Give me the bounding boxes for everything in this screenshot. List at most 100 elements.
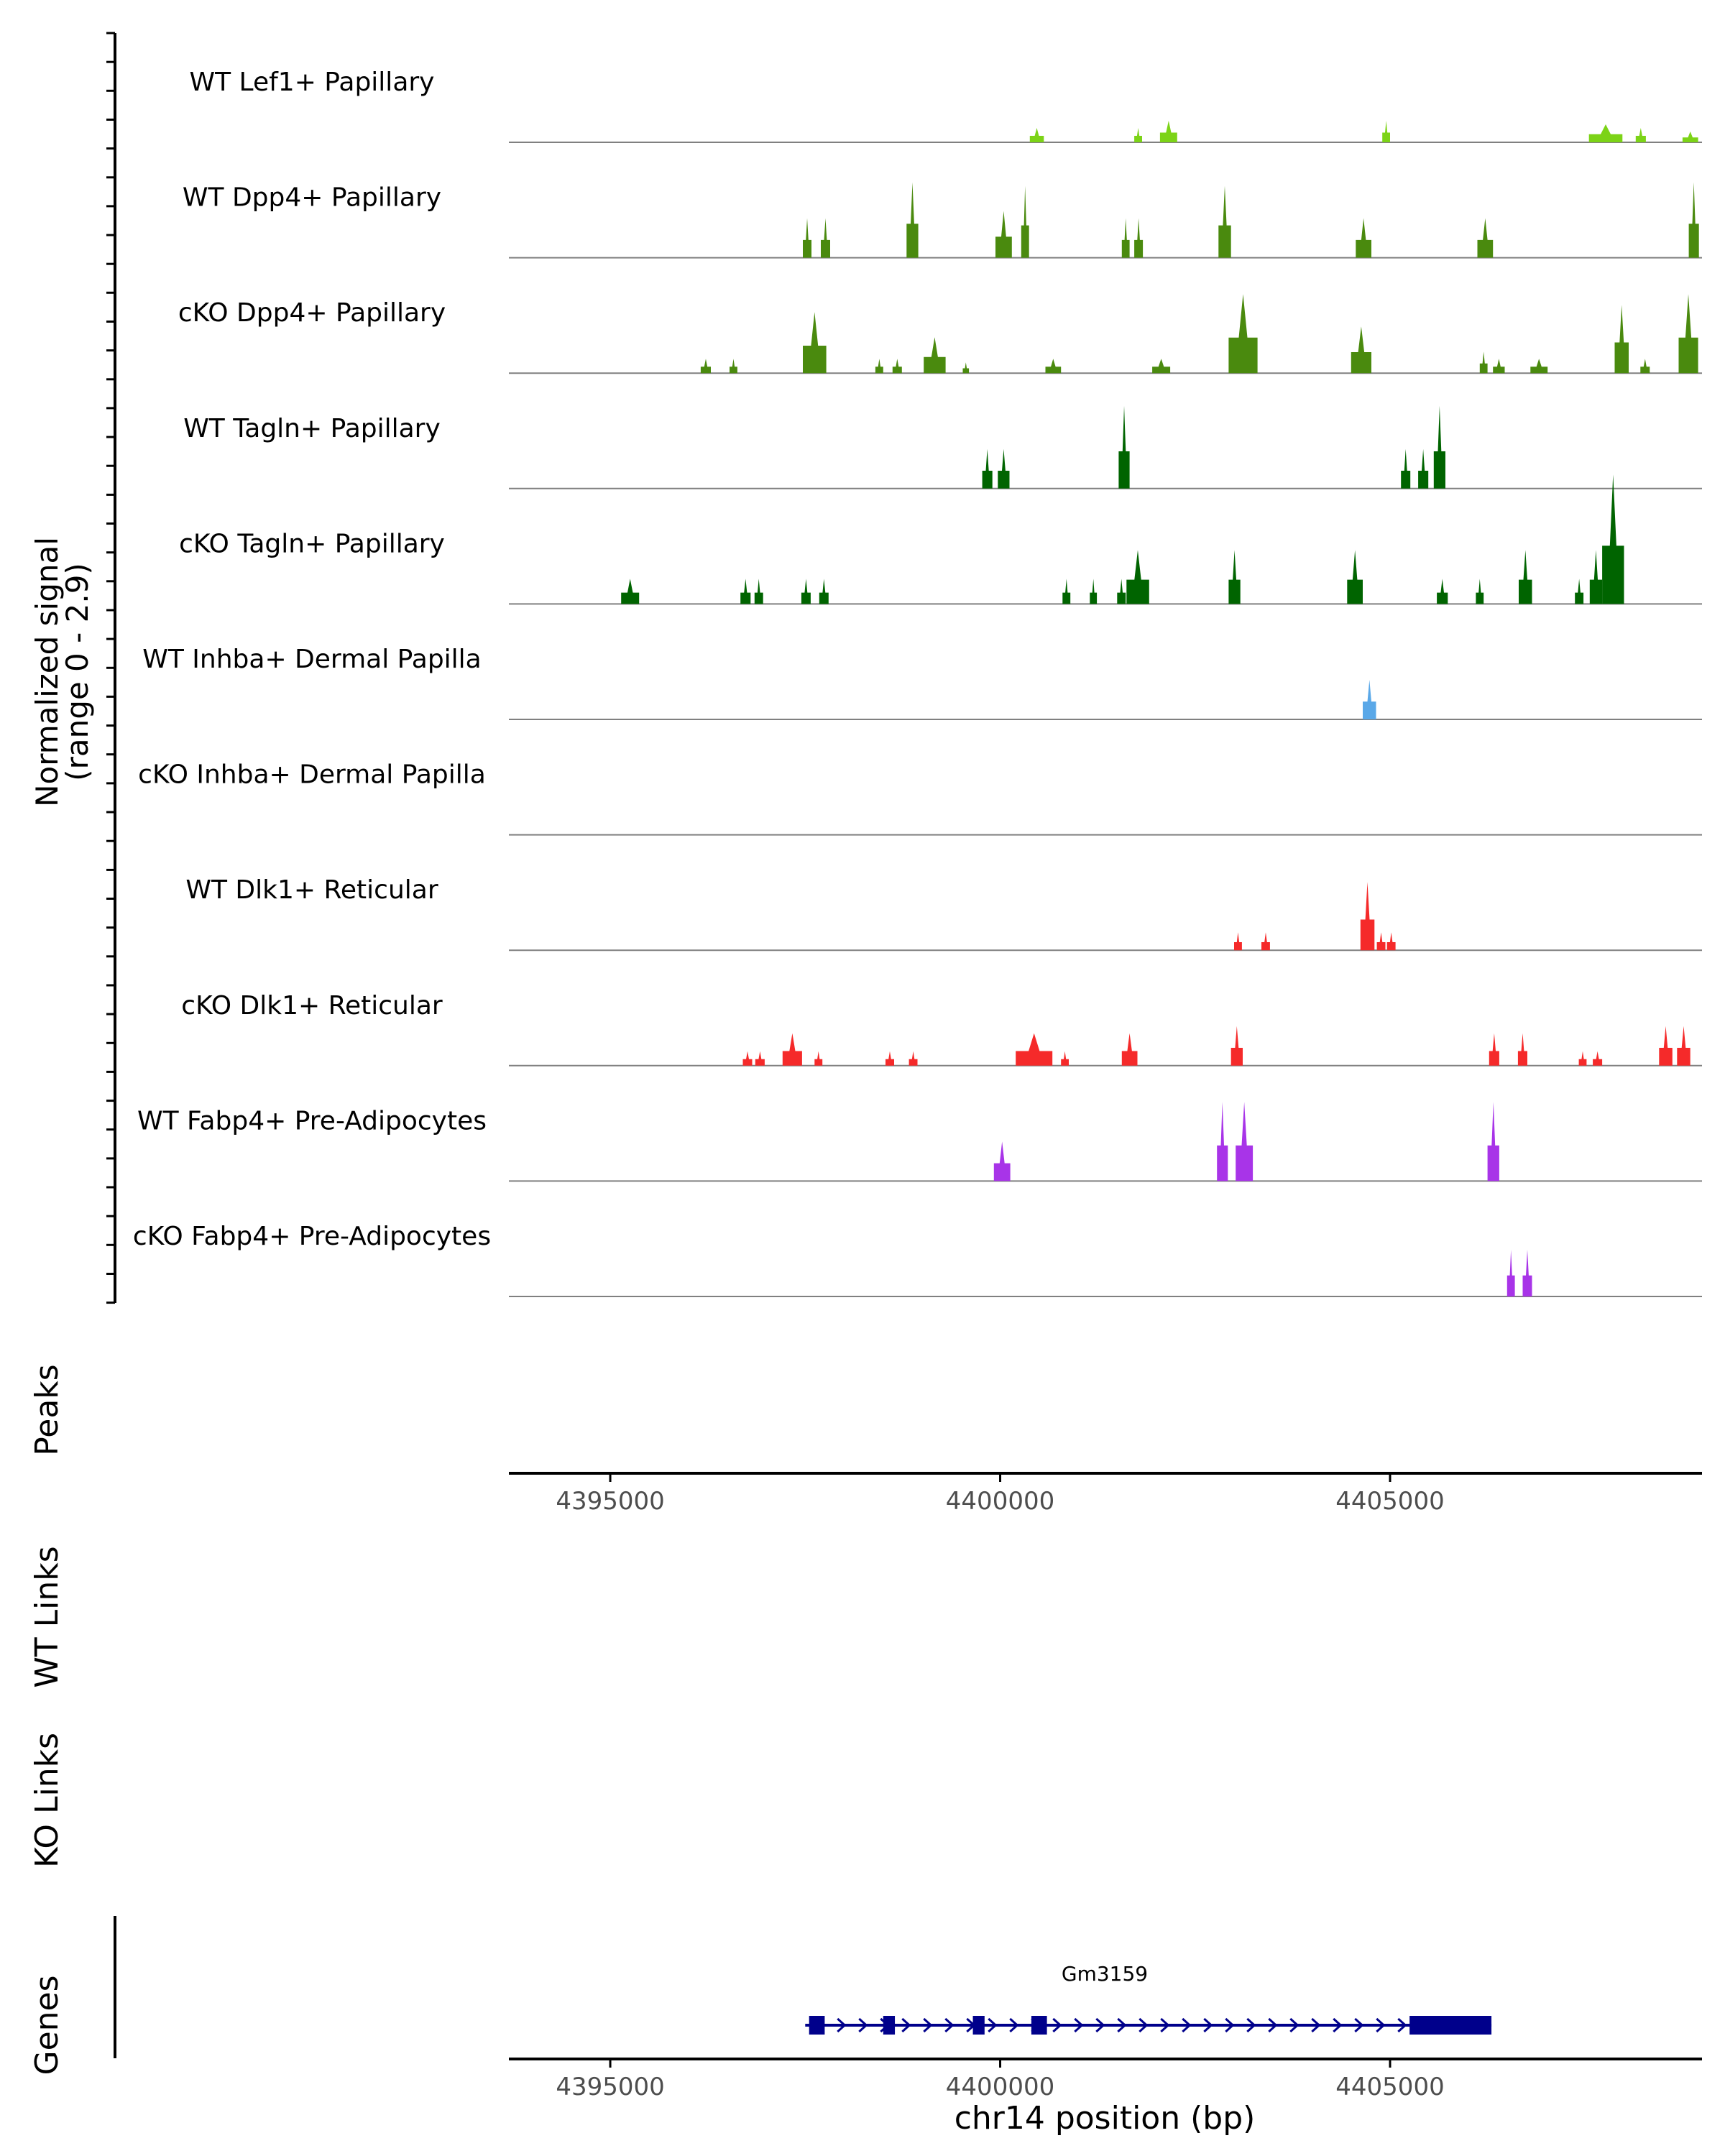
genes-x-axis-tick-label: 4405000 xyxy=(1335,2073,1444,2101)
signal-peak xyxy=(1118,405,1130,489)
signal-peak xyxy=(993,1141,1011,1181)
signal-peak xyxy=(803,218,811,258)
signal-peak xyxy=(1506,1250,1515,1296)
gene-strand-arrow xyxy=(1052,2017,1062,2033)
signal-peak xyxy=(1522,1250,1532,1296)
track-4: WT Tagln+ Papillary xyxy=(183,405,1702,489)
signal-peak xyxy=(1217,1102,1228,1181)
gene-exon xyxy=(1409,2016,1492,2035)
track-6: WT Inhba+ Dermal Papilla xyxy=(142,645,1702,720)
signal-peak xyxy=(801,579,811,604)
signal-peak xyxy=(754,579,763,604)
signal-peak xyxy=(1360,882,1375,951)
signal-peak xyxy=(1090,579,1098,604)
signal-peak xyxy=(1061,1051,1069,1066)
ko-links-panel-label: KO Links xyxy=(29,1733,65,1868)
gene-track xyxy=(805,2016,1492,2035)
gene-strand-arrow xyxy=(1203,2017,1213,2033)
signal-peak xyxy=(995,211,1012,258)
signal-peak xyxy=(1588,124,1623,142)
gene-strand-arrow xyxy=(837,2017,847,2033)
signal-peak xyxy=(1479,351,1488,374)
gene-strand-arrow xyxy=(923,2017,933,2033)
signal-peak xyxy=(1159,121,1177,142)
wt-links-panel-label: WT Links xyxy=(29,1546,65,1687)
gene-exon xyxy=(809,2016,825,2035)
signal-peak xyxy=(962,362,970,374)
track-label: cKO Dpp4+ Papillary xyxy=(178,298,446,328)
gene-strand-arrow xyxy=(858,2017,868,2033)
gene-strand-arrow xyxy=(1074,2017,1084,2033)
signal-peak xyxy=(1476,579,1484,604)
track-label: WT Lef1+ Papillary xyxy=(190,68,435,97)
signal-peak xyxy=(1530,359,1548,374)
gene-strand-arrow xyxy=(1311,2017,1321,2033)
gene-strand-arrow xyxy=(901,2017,911,2033)
signal-peak xyxy=(755,1051,765,1066)
gene-strand-arrow xyxy=(1268,2017,1278,2033)
gene-strand-arrow xyxy=(1289,2017,1300,2033)
gene-strand-arrow xyxy=(1333,2017,1343,2033)
gene-strand-arrow xyxy=(1354,2017,1364,2033)
track-label: cKO Inhba+ Dermal Papilla xyxy=(138,760,486,790)
signal-peak xyxy=(1575,579,1584,604)
signal-peak xyxy=(621,579,640,604)
signal-peak xyxy=(742,1051,753,1066)
signal-peak xyxy=(1593,1051,1603,1066)
track-9: cKO Dlk1+ Reticular xyxy=(181,991,1702,1067)
gene-strand-arrow xyxy=(1095,2017,1105,2033)
gene-strand-arrow xyxy=(1009,2017,1019,2033)
signal-peak xyxy=(1029,128,1044,142)
signal-peak xyxy=(886,1051,894,1066)
track-7: cKO Inhba+ Dermal Papilla xyxy=(138,760,1702,836)
signal-peak xyxy=(1230,1026,1243,1066)
signal-peak xyxy=(1134,218,1144,258)
signal-peak xyxy=(1678,294,1698,374)
genes-x-axis-tick-label: 4400000 xyxy=(946,2073,1054,2101)
signal-peak xyxy=(730,359,737,374)
track-2: WT Dpp4+ Papillary xyxy=(183,182,1702,259)
x-axis-title: chr14 position (bp) xyxy=(954,2100,1256,2137)
signal-peak xyxy=(1356,218,1371,258)
genes-panel-label: Genes xyxy=(29,1975,65,2075)
signal-y-axis-label-line1: Normalized signal xyxy=(29,537,65,807)
signal-peak xyxy=(908,1051,918,1066)
signal-peak xyxy=(1614,305,1629,374)
signal-peak xyxy=(819,579,829,604)
signal-peak xyxy=(1493,359,1505,374)
gene-exon xyxy=(883,2016,896,2035)
gene-strand-arrow xyxy=(1225,2017,1235,2033)
signal-peak xyxy=(1437,579,1448,604)
gene-strand-arrow xyxy=(1117,2017,1127,2033)
signal-peak xyxy=(803,312,827,374)
signal-peak xyxy=(1152,359,1171,374)
gene-strand-arrow xyxy=(1160,2017,1170,2033)
signal-peak xyxy=(1682,132,1698,142)
signal-peak xyxy=(740,579,751,604)
track-label: WT Dlk1+ Reticular xyxy=(185,875,438,905)
signal-peak xyxy=(821,218,830,258)
track-8: WT Dlk1+ Reticular xyxy=(185,875,1702,952)
peaks-x-axis: 4395000 4400000 4405000 xyxy=(556,1473,1445,1516)
signal-peak xyxy=(1602,474,1624,604)
gene-strand-arrow xyxy=(1138,2017,1149,2033)
signal-peak xyxy=(1228,294,1258,374)
signal-peak xyxy=(1487,1102,1499,1181)
genes-x-axis: 4395000 4400000 4405000 xyxy=(556,2059,1445,2101)
signal-peak xyxy=(1489,1033,1499,1066)
signal-peak xyxy=(924,337,946,374)
signal-peak xyxy=(1126,550,1149,604)
track-10: WT Fabp4+ Pre-Adipocytes xyxy=(137,1102,1702,1182)
track-label: cKO Dlk1+ Reticular xyxy=(181,991,443,1021)
gene-strand-arrow xyxy=(1397,2017,1407,2033)
signal-peak xyxy=(906,182,919,258)
signal-peak xyxy=(1635,128,1646,142)
signal-peak xyxy=(1347,550,1363,604)
track-11: cKO Fabp4+ Pre-Adipocytes xyxy=(133,1222,1702,1297)
signal-peak xyxy=(1021,185,1029,258)
signal-peak xyxy=(1062,579,1071,604)
signal-peak xyxy=(998,448,1010,489)
signal-peak xyxy=(1433,405,1445,489)
signal-peak xyxy=(875,359,883,374)
